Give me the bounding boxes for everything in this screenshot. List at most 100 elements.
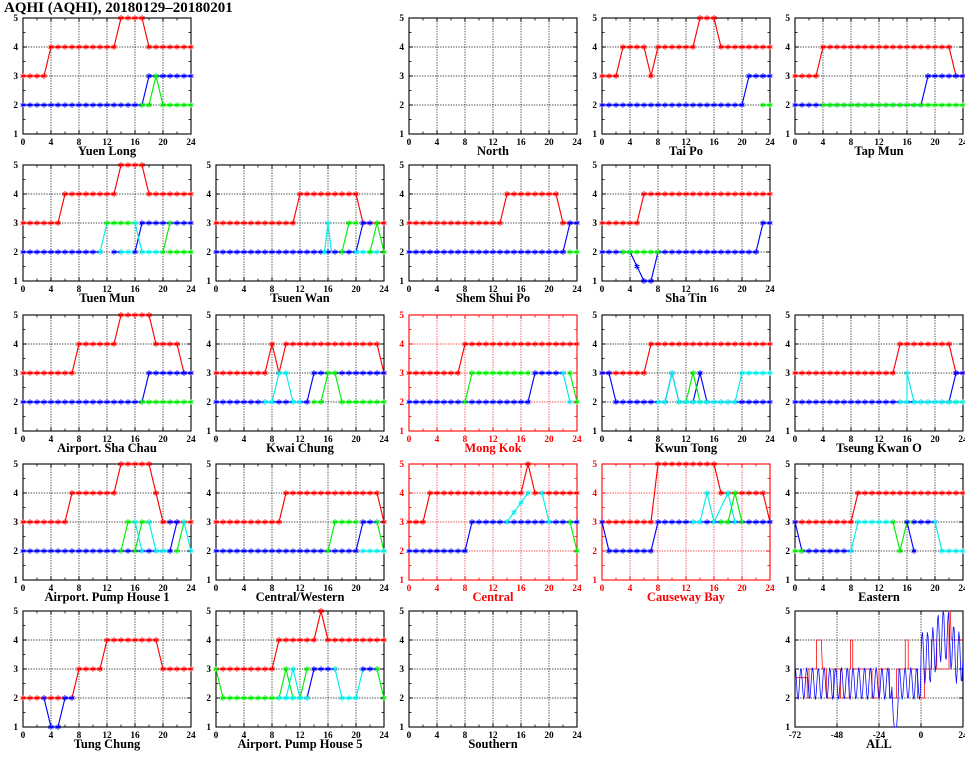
svg-text:2: 2 <box>399 694 404 704</box>
svg-text:0: 0 <box>793 435 798 445</box>
svg-text:1: 1 <box>206 576 211 586</box>
svg-text:8: 8 <box>656 285 661 295</box>
svg-text:16: 16 <box>516 584 526 594</box>
svg-text:0: 0 <box>21 285 26 295</box>
svg-text:0: 0 <box>21 435 26 445</box>
svg-text:20: 20 <box>930 435 940 445</box>
svg-text:4: 4 <box>13 636 18 646</box>
svg-text:4: 4 <box>399 340 404 350</box>
svg-text:1: 1 <box>399 576 404 586</box>
svg-text:2: 2 <box>13 694 18 704</box>
svg-text:0: 0 <box>214 435 219 445</box>
svg-text:20: 20 <box>351 285 361 295</box>
svg-text:5: 5 <box>206 607 211 617</box>
svg-text:0: 0 <box>21 731 26 741</box>
svg-text:3: 3 <box>206 219 211 229</box>
svg-text:20: 20 <box>158 138 168 148</box>
svg-text:24: 24 <box>958 138 965 148</box>
svg-text:1: 1 <box>206 723 211 733</box>
svg-text:16: 16 <box>516 138 526 148</box>
svg-text:24: 24 <box>379 584 389 594</box>
svg-text:5: 5 <box>592 460 597 470</box>
svg-text:0: 0 <box>407 138 412 148</box>
svg-text:4: 4 <box>435 435 440 445</box>
svg-text:5: 5 <box>206 161 211 171</box>
svg-text:4: 4 <box>435 285 440 295</box>
svg-text:24: 24 <box>379 435 389 445</box>
svg-text:0: 0 <box>600 138 605 148</box>
svg-text:2: 2 <box>206 547 211 557</box>
svg-text:4: 4 <box>785 43 790 53</box>
svg-text:Tuen Mun: Tuen Mun <box>79 291 135 305</box>
svg-text:4: 4 <box>206 340 211 350</box>
svg-text:Tap Mun: Tap Mun <box>854 144 903 158</box>
svg-text:4: 4 <box>49 731 54 741</box>
svg-text:4: 4 <box>821 435 826 445</box>
svg-text:0: 0 <box>919 731 924 741</box>
svg-text:4: 4 <box>13 489 18 499</box>
svg-text:4: 4 <box>628 584 633 594</box>
svg-text:20: 20 <box>158 731 168 741</box>
svg-text:2: 2 <box>592 398 597 408</box>
svg-text:Kwun Tong: Kwun Tong <box>655 441 718 455</box>
svg-text:1: 1 <box>785 130 790 140</box>
svg-text:2: 2 <box>206 248 211 258</box>
svg-text:1: 1 <box>592 130 597 140</box>
svg-text:24: 24 <box>765 285 775 295</box>
svg-text:5: 5 <box>592 161 597 171</box>
svg-text:24: 24 <box>186 285 196 295</box>
svg-text:8: 8 <box>849 584 854 594</box>
svg-text:Central: Central <box>473 590 514 604</box>
svg-text:24: 24 <box>379 731 389 741</box>
svg-text:5: 5 <box>206 460 211 470</box>
svg-text:3: 3 <box>206 369 211 379</box>
svg-text:20: 20 <box>158 435 168 445</box>
svg-text:4: 4 <box>592 489 597 499</box>
svg-text:4: 4 <box>785 340 790 350</box>
svg-text:24: 24 <box>186 584 196 594</box>
svg-text:4: 4 <box>399 636 404 646</box>
svg-text:0: 0 <box>21 584 26 594</box>
svg-text:4: 4 <box>242 285 247 295</box>
svg-text:24: 24 <box>379 285 389 295</box>
svg-text:3: 3 <box>785 665 790 675</box>
svg-text:4: 4 <box>628 285 633 295</box>
svg-text:4: 4 <box>435 138 440 148</box>
svg-text:3: 3 <box>399 369 404 379</box>
svg-text:4: 4 <box>13 190 18 200</box>
svg-text:4: 4 <box>399 489 404 499</box>
svg-text:4: 4 <box>206 636 211 646</box>
svg-text:2: 2 <box>13 248 18 258</box>
svg-text:1: 1 <box>399 723 404 733</box>
svg-text:20: 20 <box>737 584 747 594</box>
svg-text:4: 4 <box>592 43 597 53</box>
svg-text:Eastern: Eastern <box>858 590 900 604</box>
svg-text:20: 20 <box>351 435 361 445</box>
svg-text:4: 4 <box>13 43 18 53</box>
svg-text:1: 1 <box>399 130 404 140</box>
svg-text:3: 3 <box>785 369 790 379</box>
svg-text:5: 5 <box>13 161 18 171</box>
svg-text:20: 20 <box>544 435 554 445</box>
svg-text:3: 3 <box>399 518 404 528</box>
svg-text:24: 24 <box>958 584 965 594</box>
svg-text:24: 24 <box>958 731 965 741</box>
svg-text:5: 5 <box>13 460 18 470</box>
svg-text:4: 4 <box>785 489 790 499</box>
svg-text:3: 3 <box>785 518 790 528</box>
svg-text:20: 20 <box>544 731 554 741</box>
svg-text:20: 20 <box>930 138 940 148</box>
svg-text:24: 24 <box>572 435 582 445</box>
svg-text:4: 4 <box>49 285 54 295</box>
svg-text:3: 3 <box>13 369 18 379</box>
svg-text:24: 24 <box>186 138 196 148</box>
svg-text:5: 5 <box>785 14 790 24</box>
svg-text:5: 5 <box>399 14 404 24</box>
svg-text:North: North <box>477 144 509 158</box>
svg-text:1: 1 <box>399 277 404 287</box>
svg-text:24: 24 <box>765 435 775 445</box>
svg-text:4: 4 <box>592 340 597 350</box>
svg-text:2: 2 <box>592 547 597 557</box>
svg-text:5: 5 <box>785 311 790 321</box>
svg-text:Airport. Pump House 5: Airport. Pump House 5 <box>238 737 363 751</box>
